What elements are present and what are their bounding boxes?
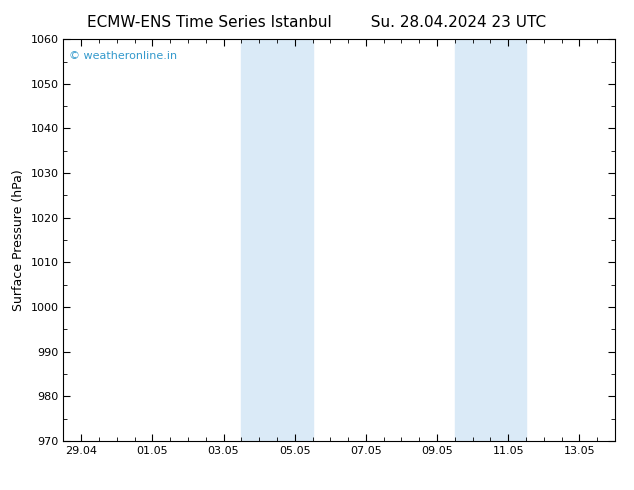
Text: ECMW-ENS Time Series Istanbul        Su. 28.04.2024 23 UTC: ECMW-ENS Time Series Istanbul Su. 28.04.…: [87, 15, 547, 30]
Bar: [242, 39, 313, 441]
Text: © weatheronline.in: © weatheronline.in: [69, 51, 177, 61]
Bar: [455, 39, 526, 441]
Y-axis label: Surface Pressure (hPa): Surface Pressure (hPa): [12, 169, 25, 311]
